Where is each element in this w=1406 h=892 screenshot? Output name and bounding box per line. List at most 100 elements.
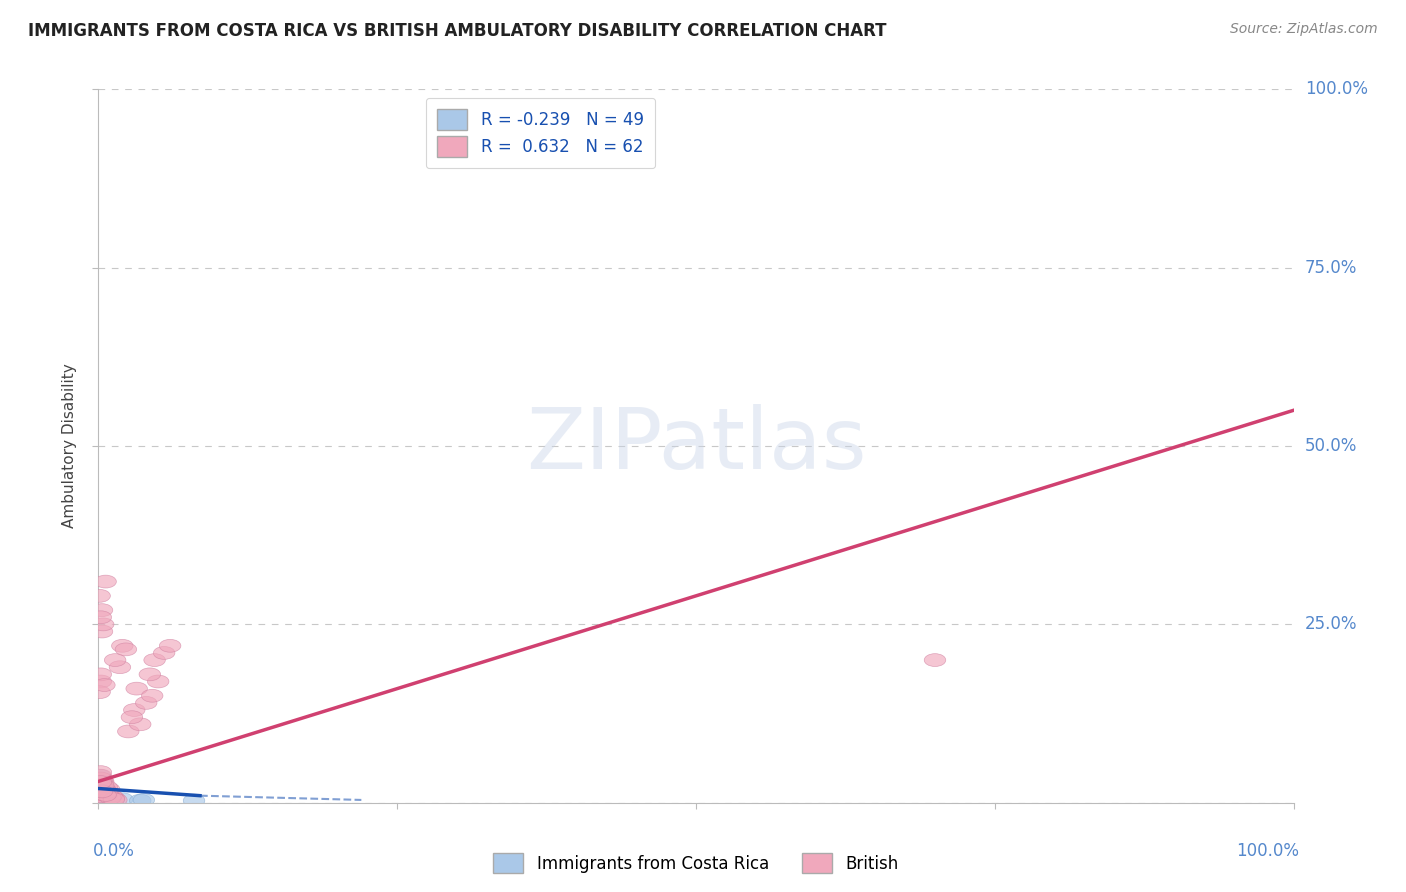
Ellipse shape [93, 776, 114, 789]
Ellipse shape [91, 772, 112, 786]
Text: 50.0%: 50.0% [1305, 437, 1357, 455]
Ellipse shape [91, 604, 112, 616]
Ellipse shape [124, 704, 145, 716]
Ellipse shape [89, 790, 111, 804]
Ellipse shape [89, 788, 111, 801]
Ellipse shape [94, 783, 117, 797]
Ellipse shape [90, 789, 111, 802]
Ellipse shape [111, 793, 134, 805]
Ellipse shape [89, 769, 111, 782]
Ellipse shape [90, 668, 111, 681]
Ellipse shape [121, 711, 142, 723]
Ellipse shape [94, 794, 117, 806]
Ellipse shape [89, 776, 111, 789]
Ellipse shape [93, 618, 114, 631]
Ellipse shape [94, 793, 117, 805]
Ellipse shape [118, 725, 139, 738]
Ellipse shape [142, 690, 163, 702]
Ellipse shape [93, 792, 114, 805]
Ellipse shape [91, 782, 112, 795]
Ellipse shape [90, 611, 111, 624]
Ellipse shape [111, 640, 134, 652]
Ellipse shape [159, 640, 181, 652]
Ellipse shape [91, 790, 112, 803]
Ellipse shape [94, 792, 115, 805]
Ellipse shape [93, 788, 114, 801]
Ellipse shape [94, 789, 117, 801]
Ellipse shape [90, 790, 111, 803]
Ellipse shape [94, 783, 115, 797]
Ellipse shape [90, 772, 111, 785]
Ellipse shape [90, 765, 111, 779]
Ellipse shape [90, 786, 111, 798]
Ellipse shape [93, 787, 114, 799]
Text: 75.0%: 75.0% [1305, 259, 1357, 277]
Ellipse shape [94, 575, 117, 588]
Ellipse shape [129, 794, 150, 807]
Ellipse shape [91, 789, 112, 801]
Ellipse shape [90, 787, 111, 799]
Ellipse shape [93, 775, 114, 788]
Ellipse shape [103, 793, 125, 805]
Ellipse shape [134, 794, 155, 806]
Ellipse shape [89, 779, 111, 791]
Ellipse shape [139, 668, 160, 681]
Ellipse shape [89, 590, 111, 602]
Ellipse shape [90, 780, 111, 794]
Ellipse shape [90, 781, 111, 794]
Ellipse shape [90, 788, 111, 801]
Ellipse shape [91, 625, 112, 638]
Ellipse shape [91, 790, 112, 804]
Legend: Immigrants from Costa Rica, British: Immigrants from Costa Rica, British [486, 847, 905, 880]
Ellipse shape [100, 790, 121, 803]
Ellipse shape [89, 686, 111, 698]
Ellipse shape [90, 776, 111, 789]
Ellipse shape [143, 654, 166, 666]
Text: 0.0%: 0.0% [93, 842, 135, 860]
Ellipse shape [89, 789, 111, 802]
Ellipse shape [93, 780, 114, 792]
Ellipse shape [89, 774, 111, 787]
Text: ZIPatlas: ZIPatlas [526, 404, 866, 488]
Ellipse shape [94, 679, 115, 691]
Ellipse shape [115, 643, 136, 656]
Ellipse shape [96, 780, 118, 794]
Ellipse shape [90, 783, 111, 797]
Ellipse shape [90, 790, 111, 803]
Ellipse shape [91, 785, 112, 797]
Ellipse shape [90, 786, 111, 798]
Ellipse shape [127, 682, 148, 695]
Ellipse shape [110, 661, 131, 673]
Ellipse shape [89, 782, 111, 795]
Ellipse shape [105, 794, 127, 806]
Ellipse shape [148, 675, 169, 688]
Ellipse shape [91, 780, 112, 792]
Ellipse shape [90, 788, 111, 801]
Ellipse shape [90, 780, 111, 794]
Ellipse shape [103, 791, 125, 805]
Ellipse shape [94, 791, 115, 805]
Ellipse shape [91, 788, 112, 801]
Ellipse shape [97, 787, 118, 799]
Ellipse shape [91, 785, 112, 797]
Ellipse shape [90, 778, 111, 790]
Ellipse shape [94, 793, 117, 805]
Ellipse shape [89, 775, 111, 788]
Ellipse shape [90, 675, 111, 688]
Ellipse shape [94, 782, 115, 795]
Ellipse shape [101, 789, 122, 802]
Text: 100.0%: 100.0% [1236, 842, 1299, 860]
Ellipse shape [89, 789, 111, 801]
Ellipse shape [91, 789, 112, 802]
Ellipse shape [96, 794, 118, 807]
Ellipse shape [90, 786, 111, 798]
Ellipse shape [98, 783, 120, 796]
Ellipse shape [90, 783, 111, 797]
Ellipse shape [89, 783, 111, 796]
Ellipse shape [129, 718, 150, 731]
Ellipse shape [89, 791, 111, 805]
Ellipse shape [100, 791, 121, 805]
Ellipse shape [93, 789, 114, 802]
Y-axis label: Ambulatory Disability: Ambulatory Disability [62, 364, 77, 528]
Ellipse shape [924, 654, 946, 666]
